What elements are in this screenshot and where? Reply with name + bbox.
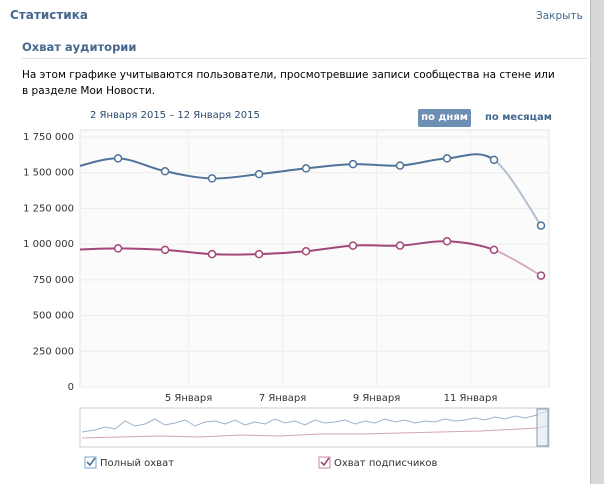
point [442,154,452,163]
section-rule [22,58,587,59]
navigator-line [81,410,549,433]
check-mark [320,457,330,467]
x-tick-label: 7 Января [259,393,306,404]
point [536,221,546,230]
series-line-partial [493,159,542,227]
y-tick-label: 1 250 000 [23,203,74,214]
point [113,154,123,163]
y-tick-label: 750 000 [33,275,74,286]
point [395,241,405,250]
date-range[interactable]: 2 Января 2015 – 12 Января 2015 [90,110,260,121]
chart: 0 250 000 500 000 750 000 1 000 000 1 250 000… [23,129,550,469]
y-tick-label: 1 750 000 [23,132,74,143]
by-month-button[interactable]: по месяцам [485,112,552,123]
navigator-line [81,425,549,439]
y-tick-label: 500 000 [33,311,74,322]
y-tick-label: 1 000 000 [23,239,74,250]
point [348,159,358,169]
section-title: Охват аудитории [22,40,137,54]
x-tick-label: 5 Января [165,393,212,404]
check-mark [86,457,96,467]
legend-label: Охват подписчиков [334,458,437,469]
point [113,244,123,253]
point [160,245,170,255]
legend-label: Полный охват [100,458,174,469]
point [207,174,217,183]
series-line [80,240,495,256]
point [254,169,264,179]
point [160,167,170,176]
point [536,271,546,280]
legend-checkbox[interactable] [318,456,331,469]
x-tick-label: 11 Января [444,393,498,404]
y-tick-label: 0 [68,382,74,393]
navigator-window[interactable] [536,408,549,447]
dialog-title: Статистика [10,8,88,22]
y-tick-label: 1 500 000 [23,168,74,179]
right-overlay [590,0,604,484]
by-day-button[interactable]: по дням [418,109,471,127]
point [442,237,452,246]
plot-area [79,129,550,388]
series-line [80,153,495,180]
point [489,245,499,255]
point [395,161,405,170]
point [254,249,264,259]
close-link[interactable]: Закрыть [536,10,583,22]
navigator [79,407,550,448]
point [301,247,311,256]
point [489,155,499,165]
point [348,241,358,250]
y-tick-label: 250 000 [33,346,74,357]
description: На этом графике учитываются пользователи… [22,69,555,97]
x-tick-label: 9 Января [353,393,400,404]
point [301,164,311,173]
point [207,249,217,259]
legend-checkbox[interactable] [84,456,97,469]
